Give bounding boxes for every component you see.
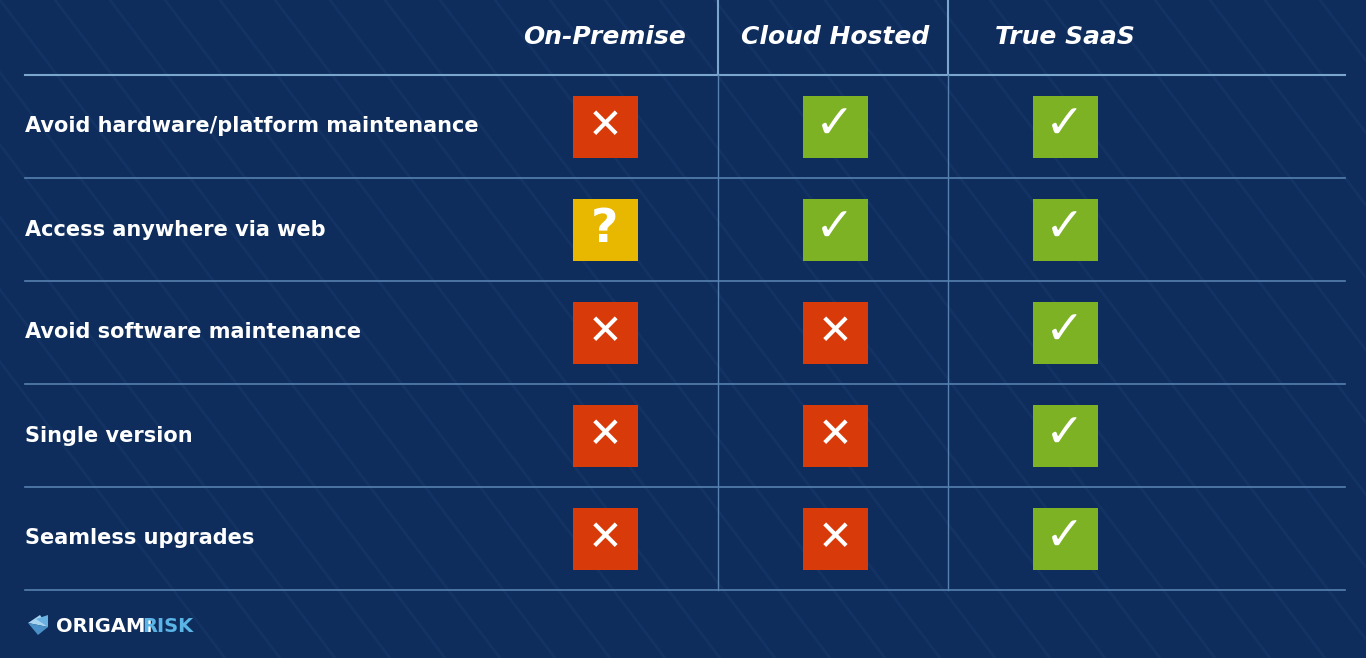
Polygon shape [27,623,48,635]
Polygon shape [27,615,48,627]
FancyBboxPatch shape [1033,507,1097,570]
Text: ORIGAMI: ORIGAMI [56,617,153,636]
FancyBboxPatch shape [572,507,638,570]
FancyBboxPatch shape [802,507,867,570]
Text: ✓: ✓ [1045,413,1085,458]
Text: Avoid software maintenance: Avoid software maintenance [25,322,361,343]
Text: ✕: ✕ [587,105,623,147]
Text: ✓: ✓ [1045,104,1085,149]
Text: Seamless upgrades: Seamless upgrades [25,528,254,549]
Text: On-Premise: On-Premise [523,26,687,49]
Text: ✕: ✕ [818,415,852,457]
Text: ?: ? [591,207,619,252]
FancyBboxPatch shape [572,301,638,363]
FancyBboxPatch shape [572,405,638,467]
Text: ✓: ✓ [1045,310,1085,355]
Text: ✕: ✕ [818,311,852,353]
FancyBboxPatch shape [1033,95,1097,157]
FancyBboxPatch shape [802,95,867,157]
Text: ✓: ✓ [816,207,855,252]
FancyBboxPatch shape [1033,301,1097,363]
Text: ✕: ✕ [818,517,852,559]
Text: ✕: ✕ [587,517,623,559]
FancyBboxPatch shape [572,199,638,261]
FancyBboxPatch shape [802,405,867,467]
Text: True SaaS: True SaaS [994,26,1135,49]
Text: ✓: ✓ [1045,207,1085,252]
FancyBboxPatch shape [802,199,867,261]
Text: RISK: RISK [142,617,193,636]
Polygon shape [36,615,48,627]
Text: Access anywhere via web: Access anywhere via web [25,220,325,240]
FancyBboxPatch shape [1033,405,1097,467]
Text: ✓: ✓ [816,104,855,149]
Text: ✕: ✕ [587,415,623,457]
Text: ✕: ✕ [587,311,623,353]
Text: Avoid hardware/platform maintenance: Avoid hardware/platform maintenance [25,116,478,136]
Text: Single version: Single version [25,426,193,445]
Text: Cloud Hosted: Cloud Hosted [740,26,929,49]
FancyBboxPatch shape [572,95,638,157]
FancyBboxPatch shape [802,301,867,363]
Text: ✓: ✓ [1045,516,1085,561]
FancyBboxPatch shape [1033,199,1097,261]
